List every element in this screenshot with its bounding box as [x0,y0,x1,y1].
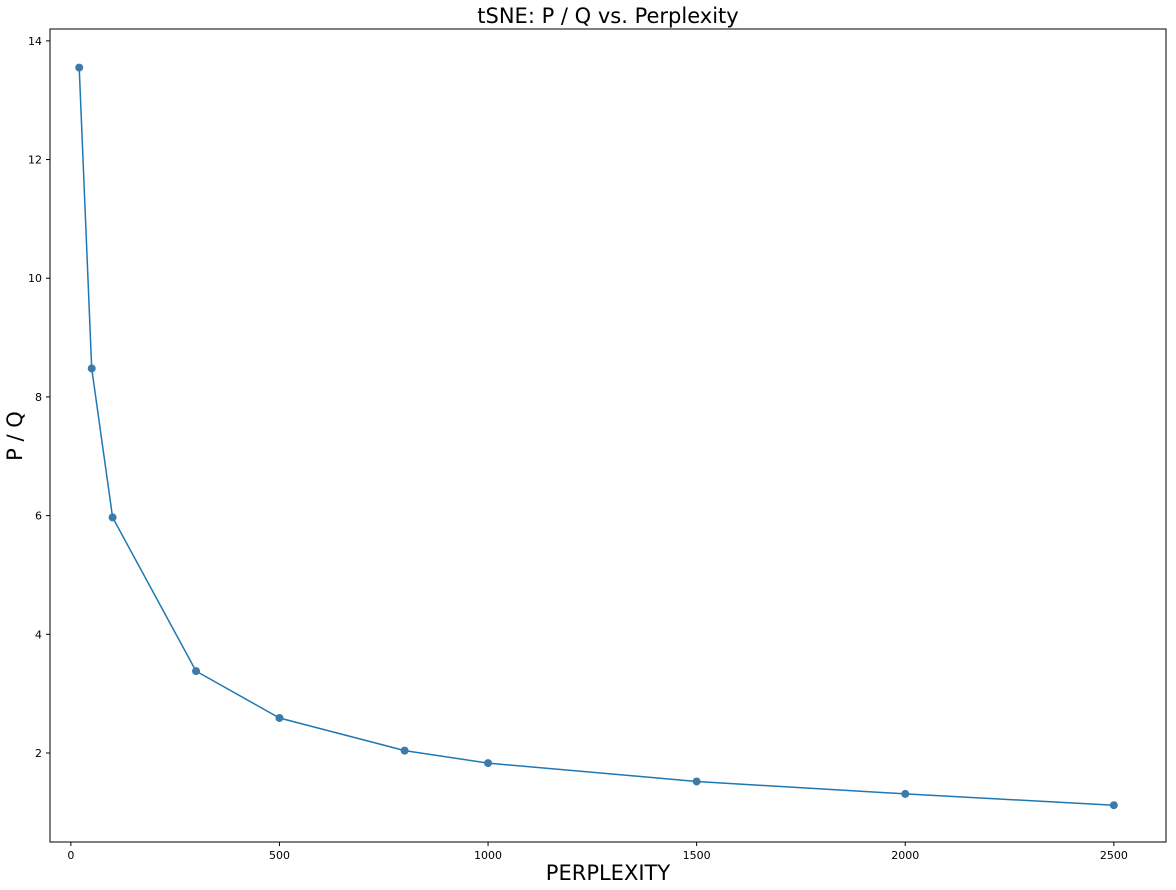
y-tick-label: 12 [28,154,42,167]
y-tick-label: 8 [35,391,42,404]
x-tick-label: 2500 [1100,849,1128,862]
x-axis: 0 500 1000 1500 2000 2500 [67,842,1128,862]
data-point [400,746,409,755]
data-point [108,513,117,522]
y-tick-label: 14 [28,35,42,48]
x-tick-label: 0 [67,849,74,862]
y-tick-label: 2 [35,747,42,760]
y-axis: 2 4 6 8 10 12 14 [28,35,50,760]
data-point [692,777,701,786]
data-point [87,364,96,373]
x-tick-label: 1000 [474,849,502,862]
x-tick-label: 1500 [683,849,711,862]
data-point [75,63,84,72]
data-point [901,789,910,798]
data-point [275,713,284,722]
data-point [1109,801,1118,810]
x-axis-title: PERPLEXITY [546,861,671,885]
x-tick-label: 500 [269,849,290,862]
y-axis-title: P / Q [3,411,27,461]
y-tick-label: 6 [35,510,42,523]
plot-area-frame [49,28,1167,843]
y-tick-label: 10 [28,272,42,285]
data-point [192,667,201,676]
y-tick-label: 4 [35,628,42,641]
chart-title: tSNE: P / Q vs. Perplexity [477,4,738,28]
x-tick-label: 2000 [891,849,919,862]
data-point [484,759,493,768]
series-layer [75,63,1118,810]
series-line [78,67,1114,806]
